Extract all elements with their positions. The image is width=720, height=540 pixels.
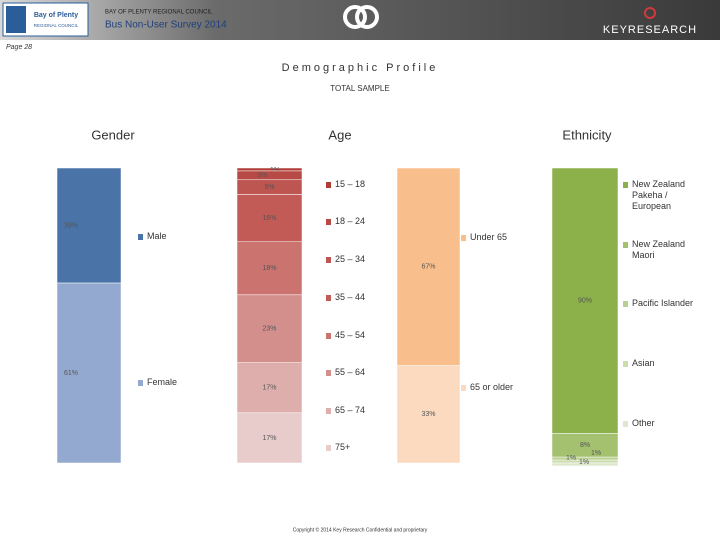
legend-swatch (461, 235, 466, 241)
slide-title: Demographic Profile (282, 62, 439, 74)
legend-label: 75+ (335, 442, 351, 452)
chart-title: Gender (91, 127, 135, 142)
data-label: 17% (262, 435, 276, 442)
brand-icon (644, 7, 656, 19)
data-label: 8% (580, 442, 590, 449)
data-label: 67% (421, 264, 435, 271)
legend-label: Asian (632, 358, 655, 368)
bar-segment (236, 241, 303, 296)
legend-label: 65 or older (470, 382, 514, 392)
legend-swatch (326, 408, 331, 414)
data-label: 3% (257, 172, 267, 179)
legend-swatch (326, 295, 331, 301)
data-label: 33% (421, 411, 435, 418)
legend-label: 15 – 18 (335, 179, 366, 189)
legend-swatch (623, 182, 628, 188)
legend-swatch (623, 421, 628, 427)
legend-swatch (326, 219, 331, 225)
logo-ring (355, 5, 379, 29)
legend-label: 65 – 74 (335, 405, 366, 415)
legend-swatch (138, 234, 143, 240)
bar-segment (236, 170, 303, 181)
chart-title: Age (328, 127, 351, 142)
data-label: 1% (579, 459, 589, 466)
data-label: 1% (270, 167, 280, 174)
data-label: 90% (578, 298, 592, 305)
legend-swatch (623, 361, 628, 367)
data-label: 39% (64, 222, 78, 229)
legend-swatch (326, 370, 331, 376)
data-label: 1% (566, 455, 576, 462)
logo-text: REGIONAL COUNCIL (34, 23, 79, 28)
survey-name: Bus Non-User Survey 2014 (105, 20, 227, 31)
bar-segment (551, 462, 619, 467)
footer: Copyright © 2014 Key Research Confidenti… (293, 526, 428, 533)
legend-label: 55 – 64 (335, 367, 366, 377)
legend-swatch (326, 257, 331, 263)
legend-label: New Zealand Maori (632, 239, 686, 260)
slide-subtitle: TOTAL SAMPLE (330, 84, 389, 93)
data-label: 5% (264, 184, 274, 191)
legend-label: New Zealand Pakeha / European (632, 179, 686, 211)
brand: KEYRESEARCH (603, 24, 697, 36)
chart-title: Ethnicity (562, 127, 612, 142)
bar-segment (396, 365, 461, 464)
legend-label: Male (147, 231, 167, 241)
data-label: 16% (262, 215, 276, 222)
legend-label: 18 – 24 (335, 216, 366, 226)
legend-label: 35 – 44 (335, 292, 366, 302)
data-label: 18% (262, 265, 276, 272)
page-number: Page 28 (6, 44, 32, 51)
legend-label: Under 65 (470, 232, 508, 242)
legend-label: Pacific Islander (632, 298, 694, 308)
data-label: 23% (262, 326, 276, 333)
legend-swatch (326, 333, 331, 339)
data-label: 1% (591, 450, 601, 457)
legend-swatch (326, 182, 331, 188)
legend-swatch (326, 445, 331, 451)
legend-label: Female (147, 377, 178, 387)
org-name: BAY OF PLENTY REGIONAL COUNCIL (105, 10, 213, 16)
legend-swatch (138, 380, 143, 386)
legend-swatch (623, 301, 628, 307)
bar-segment (56, 282, 122, 464)
legend-swatch (623, 242, 628, 248)
bar-segment (551, 167, 619, 434)
logo-ring (343, 5, 367, 29)
bar-segment (56, 167, 122, 284)
legend-swatch (461, 385, 466, 391)
bar-segment (396, 167, 461, 366)
legend-label: 45 – 54 (335, 330, 366, 340)
bar-segment (236, 412, 303, 464)
bar-segment (236, 194, 303, 243)
data-label: 17% (262, 385, 276, 392)
legend-label: Other (632, 418, 655, 428)
logo-text: Bay of Plenty (34, 12, 78, 19)
bar-segment (236, 362, 303, 414)
legend-label: 25 – 34 (335, 254, 366, 264)
logo-mark (6, 6, 26, 33)
data-label: 61% (64, 370, 78, 377)
